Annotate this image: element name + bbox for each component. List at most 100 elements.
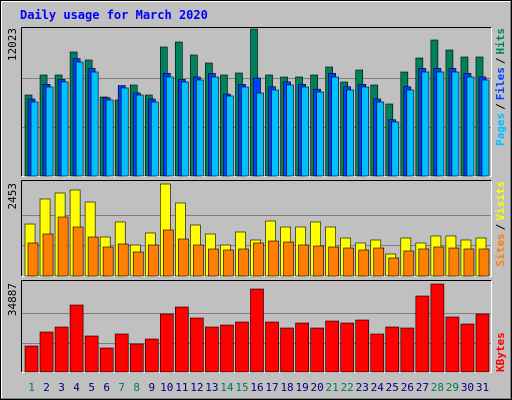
bar <box>238 248 249 277</box>
x-tick-label: 2 <box>43 381 50 394</box>
bar <box>430 283 445 373</box>
bar <box>481 79 490 177</box>
legend-entry: Pages <box>494 113 507 146</box>
x-tick-label: 14 <box>220 381 234 394</box>
bar <box>39 331 54 373</box>
x-tick-label: 11 <box>175 381 188 394</box>
bar <box>340 322 355 373</box>
bar <box>328 246 339 277</box>
x-tick-label: 16 <box>250 381 263 394</box>
x-tick-label: 21 <box>326 381 339 394</box>
bar <box>250 288 264 373</box>
bar <box>181 81 189 177</box>
bar <box>475 313 490 373</box>
x-tick-label: 13 <box>205 381 218 394</box>
bar <box>313 245 324 277</box>
x-tick-label: 30 <box>461 381 474 394</box>
chart-title: Daily usage for March 2020 <box>20 8 208 22</box>
bar <box>415 295 430 373</box>
bar <box>211 76 219 177</box>
legend-separator: / <box>494 103 507 110</box>
bar <box>466 76 475 177</box>
bar <box>343 247 355 277</box>
legend-entry: KBytes <box>494 332 507 372</box>
x-tick-label: 5 <box>88 381 95 394</box>
x-tick-label: 28 <box>431 381 444 394</box>
bar <box>150 101 159 177</box>
bar <box>75 61 84 177</box>
legend-separator: / <box>494 57 507 64</box>
bar <box>208 248 219 277</box>
bar <box>193 244 204 277</box>
x-tick-label: 10 <box>160 381 173 394</box>
x-tick-label: 27 <box>416 381 429 394</box>
bar <box>445 316 460 373</box>
bar <box>253 242 264 277</box>
bar <box>205 326 219 373</box>
legend-separator: / <box>494 223 507 230</box>
bar <box>135 94 144 177</box>
legend-entry: Files <box>494 67 507 100</box>
bar <box>460 323 475 373</box>
bar <box>331 76 339 177</box>
x-tick-label: 25 <box>386 381 399 394</box>
bar <box>235 321 249 373</box>
bar <box>421 71 430 177</box>
bar <box>27 242 39 277</box>
x-tick-label: 12 <box>190 381 203 394</box>
x-tick-label: 7 <box>118 381 125 394</box>
bar <box>69 304 84 373</box>
bar <box>436 71 445 177</box>
bar <box>316 91 324 177</box>
bar <box>99 347 114 373</box>
x-tick-label: 20 <box>311 381 324 394</box>
legend: Sites / Visits <box>494 181 507 267</box>
legend: Pages / Files / Hits <box>494 28 507 146</box>
bar <box>54 326 69 373</box>
bar <box>325 320 339 373</box>
bar <box>90 71 99 177</box>
x-tick-label: 4 <box>73 381 80 394</box>
x-tick-label: 9 <box>148 381 155 394</box>
bar <box>391 121 400 177</box>
bar <box>361 86 370 177</box>
x-tick-label: 19 <box>295 381 308 394</box>
bar <box>256 92 264 177</box>
bar <box>448 247 460 277</box>
bar <box>286 84 294 177</box>
y-tick-label: 34887 <box>6 283 19 316</box>
legend-entry: Visits <box>494 181 507 221</box>
bar <box>358 249 370 277</box>
bar <box>178 238 189 277</box>
bar <box>271 89 279 177</box>
bar <box>105 99 114 177</box>
bar <box>385 326 400 373</box>
bar <box>451 71 460 177</box>
x-tick-label: 8 <box>133 381 140 394</box>
y-tick-label: 2453 <box>6 183 19 210</box>
bar <box>406 89 415 177</box>
legend-entry: Sites <box>494 233 507 266</box>
bar <box>373 247 385 277</box>
bar <box>114 333 129 373</box>
bar <box>355 319 370 373</box>
bar <box>24 345 39 373</box>
bar <box>159 313 174 373</box>
bar <box>45 86 54 177</box>
bar <box>60 81 69 177</box>
x-tick-label: 1 <box>28 381 35 394</box>
bar <box>400 327 415 373</box>
bar <box>433 246 445 277</box>
x-tick-label: 22 <box>341 381 354 394</box>
bar <box>226 95 234 177</box>
bar <box>310 327 324 373</box>
bar <box>102 246 114 277</box>
bar <box>241 86 249 177</box>
bar <box>418 248 430 277</box>
bar <box>144 338 159 373</box>
bar <box>403 250 415 277</box>
legend: KBytes <box>494 332 507 372</box>
bar <box>147 244 159 277</box>
bar <box>301 86 309 177</box>
